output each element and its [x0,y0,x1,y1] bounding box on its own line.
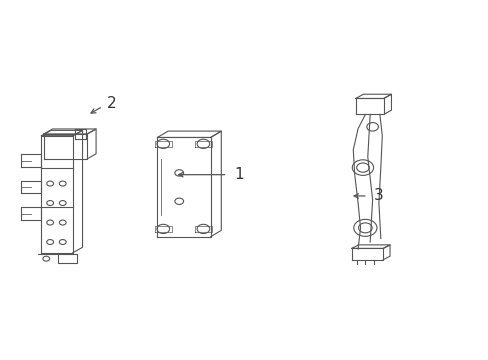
Text: 2: 2 [106,96,116,111]
Text: 1: 1 [233,167,243,182]
Text: 3: 3 [373,188,383,203]
